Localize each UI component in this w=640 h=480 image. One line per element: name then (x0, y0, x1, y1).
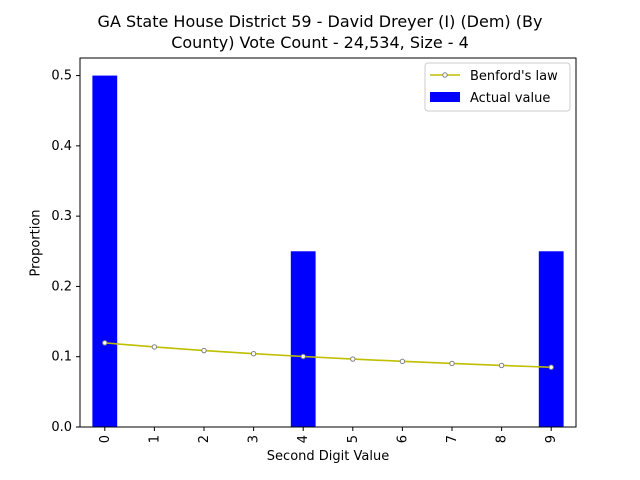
benford-point-1 (151, 344, 158, 350)
y-tick-label-0: 0.0 (51, 420, 72, 435)
benford-point-8 (498, 362, 505, 369)
legend-swatch-benford-marker (442, 72, 448, 78)
legend-label-benford: Benford's law (470, 69, 558, 84)
benford-point-4 (300, 353, 306, 360)
benford-point-3 (250, 350, 257, 357)
y-tick-label-4: 0.4 (51, 139, 72, 154)
chart-title-line-1: GA State House District 59 - David Dreye… (97, 12, 543, 31)
benford-point-5 (350, 356, 356, 362)
y-tick-label-5: 0.5 (51, 69, 72, 84)
bar-4 (290, 251, 316, 427)
x-tick-label-1: 1 (147, 435, 162, 443)
x-tick-label-5: 5 (346, 435, 361, 443)
axes-frame (79, 57, 577, 428)
benford-point-2 (201, 347, 207, 354)
x-tick-label-6: 6 (395, 435, 410, 443)
x-tick-label-0: 0 (98, 435, 113, 443)
y-tick-label-1: 0.1 (51, 350, 72, 365)
x-tick-label-7: 7 (445, 435, 460, 443)
x-tick-label-4: 4 (296, 435, 311, 443)
bar-9 (538, 251, 564, 427)
legend-box (424, 62, 571, 112)
legend-swatch-actual (430, 92, 460, 102)
x-tick-label-8: 8 (495, 435, 510, 443)
x-tick-label-2: 2 (197, 435, 212, 443)
benford-point-0 (102, 340, 108, 346)
x-tick-label-9: 9 (544, 435, 559, 443)
benford-point-9 (548, 364, 554, 370)
benford-point-6 (399, 358, 406, 365)
y-tick-label-2: 0.2 (51, 279, 72, 294)
chart-title-line-2: County) Vote Count - 24,534, Size - 4 (171, 33, 469, 52)
benford-point-7 (449, 360, 455, 367)
benford-line (104, 342, 552, 369)
x-tick-label-3: 3 (247, 435, 262, 443)
bar-0 (92, 75, 118, 428)
legend-label-actual: Actual value (470, 91, 550, 106)
x-axis-label: Second Digit Value (266, 449, 390, 464)
y-tick-label-3: 0.3 (51, 209, 72, 224)
